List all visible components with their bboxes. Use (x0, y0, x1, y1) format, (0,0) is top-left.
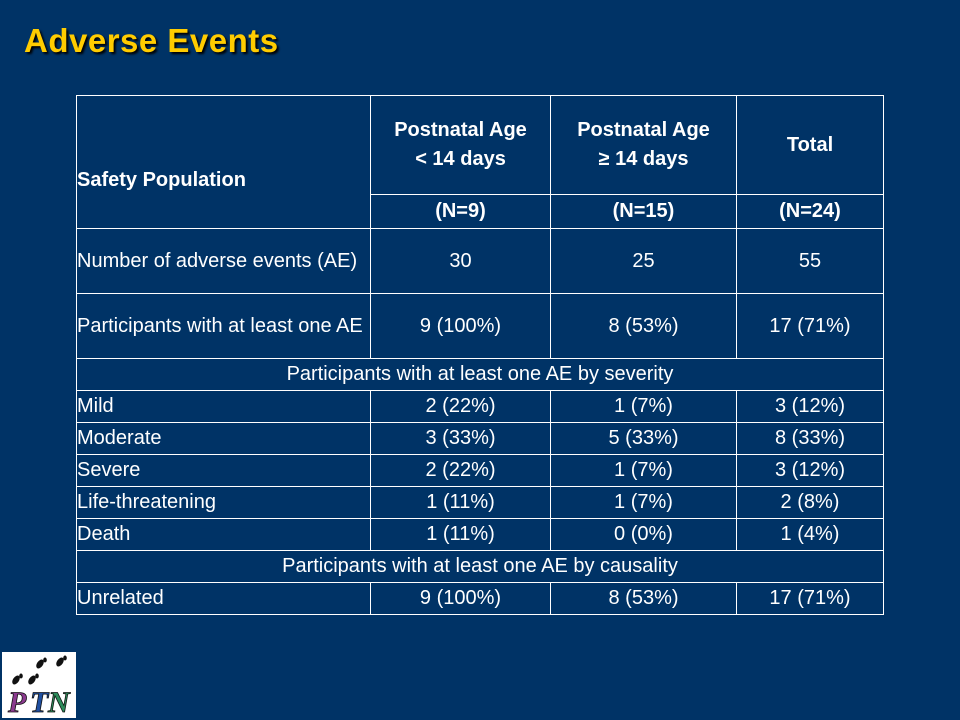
header-col-b-line2: ≥ 14 days (598, 148, 689, 170)
n-col-c: (N=24) (736, 194, 884, 229)
row-label: Unrelated (76, 582, 371, 615)
row-label: Moderate (76, 422, 371, 455)
table-row: Participants with at least one AE 9 (100… (76, 293, 884, 359)
header-label-cell: Safety Population (76, 95, 371, 195)
cell-col-c: 3 (12%) (736, 454, 884, 487)
table-row: Life-threatening 1 (11%) 1 (7%) 2 (8%) (76, 486, 884, 519)
cell-col-c: 1 (4%) (736, 518, 884, 551)
cell-col-a: 30 (370, 228, 551, 294)
section-heading-severity: Participants with at least one AE by sev… (76, 358, 884, 391)
header-col-a: Postnatal Age < 14 days (370, 95, 551, 195)
section-row-severity: Participants with at least one AE by sev… (76, 358, 884, 391)
cell-col-a: 1 (11%) (370, 518, 551, 551)
row-label: Life-threatening (76, 486, 371, 519)
table-row: Death 1 (11%) 0 (0%) 1 (4%) (76, 518, 884, 551)
cell-col-b: 1 (7%) (550, 486, 737, 519)
header-col-c: Total (736, 95, 884, 195)
cell-col-b: 8 (53%) (550, 582, 737, 615)
ptn-logo-icon: P T N (2, 652, 76, 720)
cell-col-a: 2 (22%) (370, 454, 551, 487)
header-safety-population: Safety Population (77, 168, 246, 191)
logo-letters: P T N (7, 686, 72, 720)
ptn-logo-graphic: P T N (2, 652, 76, 720)
cell-col-a: 3 (33%) (370, 422, 551, 455)
table-row: Number of adverse events (AE) 30 25 55 (76, 228, 884, 294)
logo-letter-p: P (7, 686, 27, 718)
cell-col-a: 9 (100%) (370, 293, 551, 359)
row-label: Death (76, 518, 371, 551)
footprints (12, 655, 67, 685)
table-row: Unrelated 9 (100%) 8 (53%) 17 (71%) (76, 582, 884, 615)
logo-letter-t: T (30, 686, 50, 718)
row-label: Mild (76, 390, 371, 423)
header-row: Safety Population Postnatal Age < 14 day… (76, 95, 884, 195)
header-col-a-line2: < 14 days (415, 148, 506, 170)
table-row: Moderate 3 (33%) 5 (33%) 8 (33%) (76, 422, 884, 455)
cell-col-b: 5 (33%) (550, 422, 737, 455)
row-label: Participants with at least one AE (76, 293, 371, 359)
cell-col-b: 0 (0%) (550, 518, 737, 551)
cell-col-a: 9 (100%) (370, 582, 551, 615)
cell-col-c: 17 (71%) (736, 293, 884, 359)
section-heading-causality: Participants with at least one AE by cau… (76, 550, 884, 583)
header-col-a-line1: Postnatal Age (394, 119, 527, 141)
header-col-b: Postnatal Age ≥ 14 days (550, 95, 737, 195)
cell-col-b: 1 (7%) (550, 390, 737, 423)
cell-col-a: 2 (22%) (370, 390, 551, 423)
row-label: Number of adverse events (AE) (76, 228, 371, 294)
logo-letter-n: N (47, 686, 71, 718)
cell-col-b: 25 (550, 228, 737, 294)
header-col-b-line1: Postnatal Age (577, 119, 710, 141)
cell-col-c: 17 (71%) (736, 582, 884, 615)
cell-col-a: 1 (11%) (370, 486, 551, 519)
cell-col-b: 1 (7%) (550, 454, 737, 487)
header-n-row: (N=9) (N=15) (N=24) (76, 194, 884, 229)
table-row: Mild 2 (22%) 1 (7%) 3 (12%) (76, 390, 884, 423)
adverse-events-table: Safety Population Postnatal Age < 14 day… (76, 95, 884, 615)
cell-col-c: 3 (12%) (736, 390, 884, 423)
cell-col-c: 55 (736, 228, 884, 294)
n-col-b: (N=15) (550, 194, 737, 229)
cell-col-c: 8 (33%) (736, 422, 884, 455)
row-label: Severe (76, 454, 371, 487)
header-label-cell-continued (76, 194, 371, 229)
section-row-causality: Participants with at least one AE by cau… (76, 550, 884, 583)
table-row: Severe 2 (22%) 1 (7%) 3 (12%) (76, 454, 884, 487)
cell-col-b: 8 (53%) (550, 293, 737, 359)
n-col-a: (N=9) (370, 194, 551, 229)
header-col-c-label: Total (786, 133, 834, 156)
slide-title: Adverse Events (24, 22, 279, 59)
cell-col-c: 2 (8%) (736, 486, 884, 519)
